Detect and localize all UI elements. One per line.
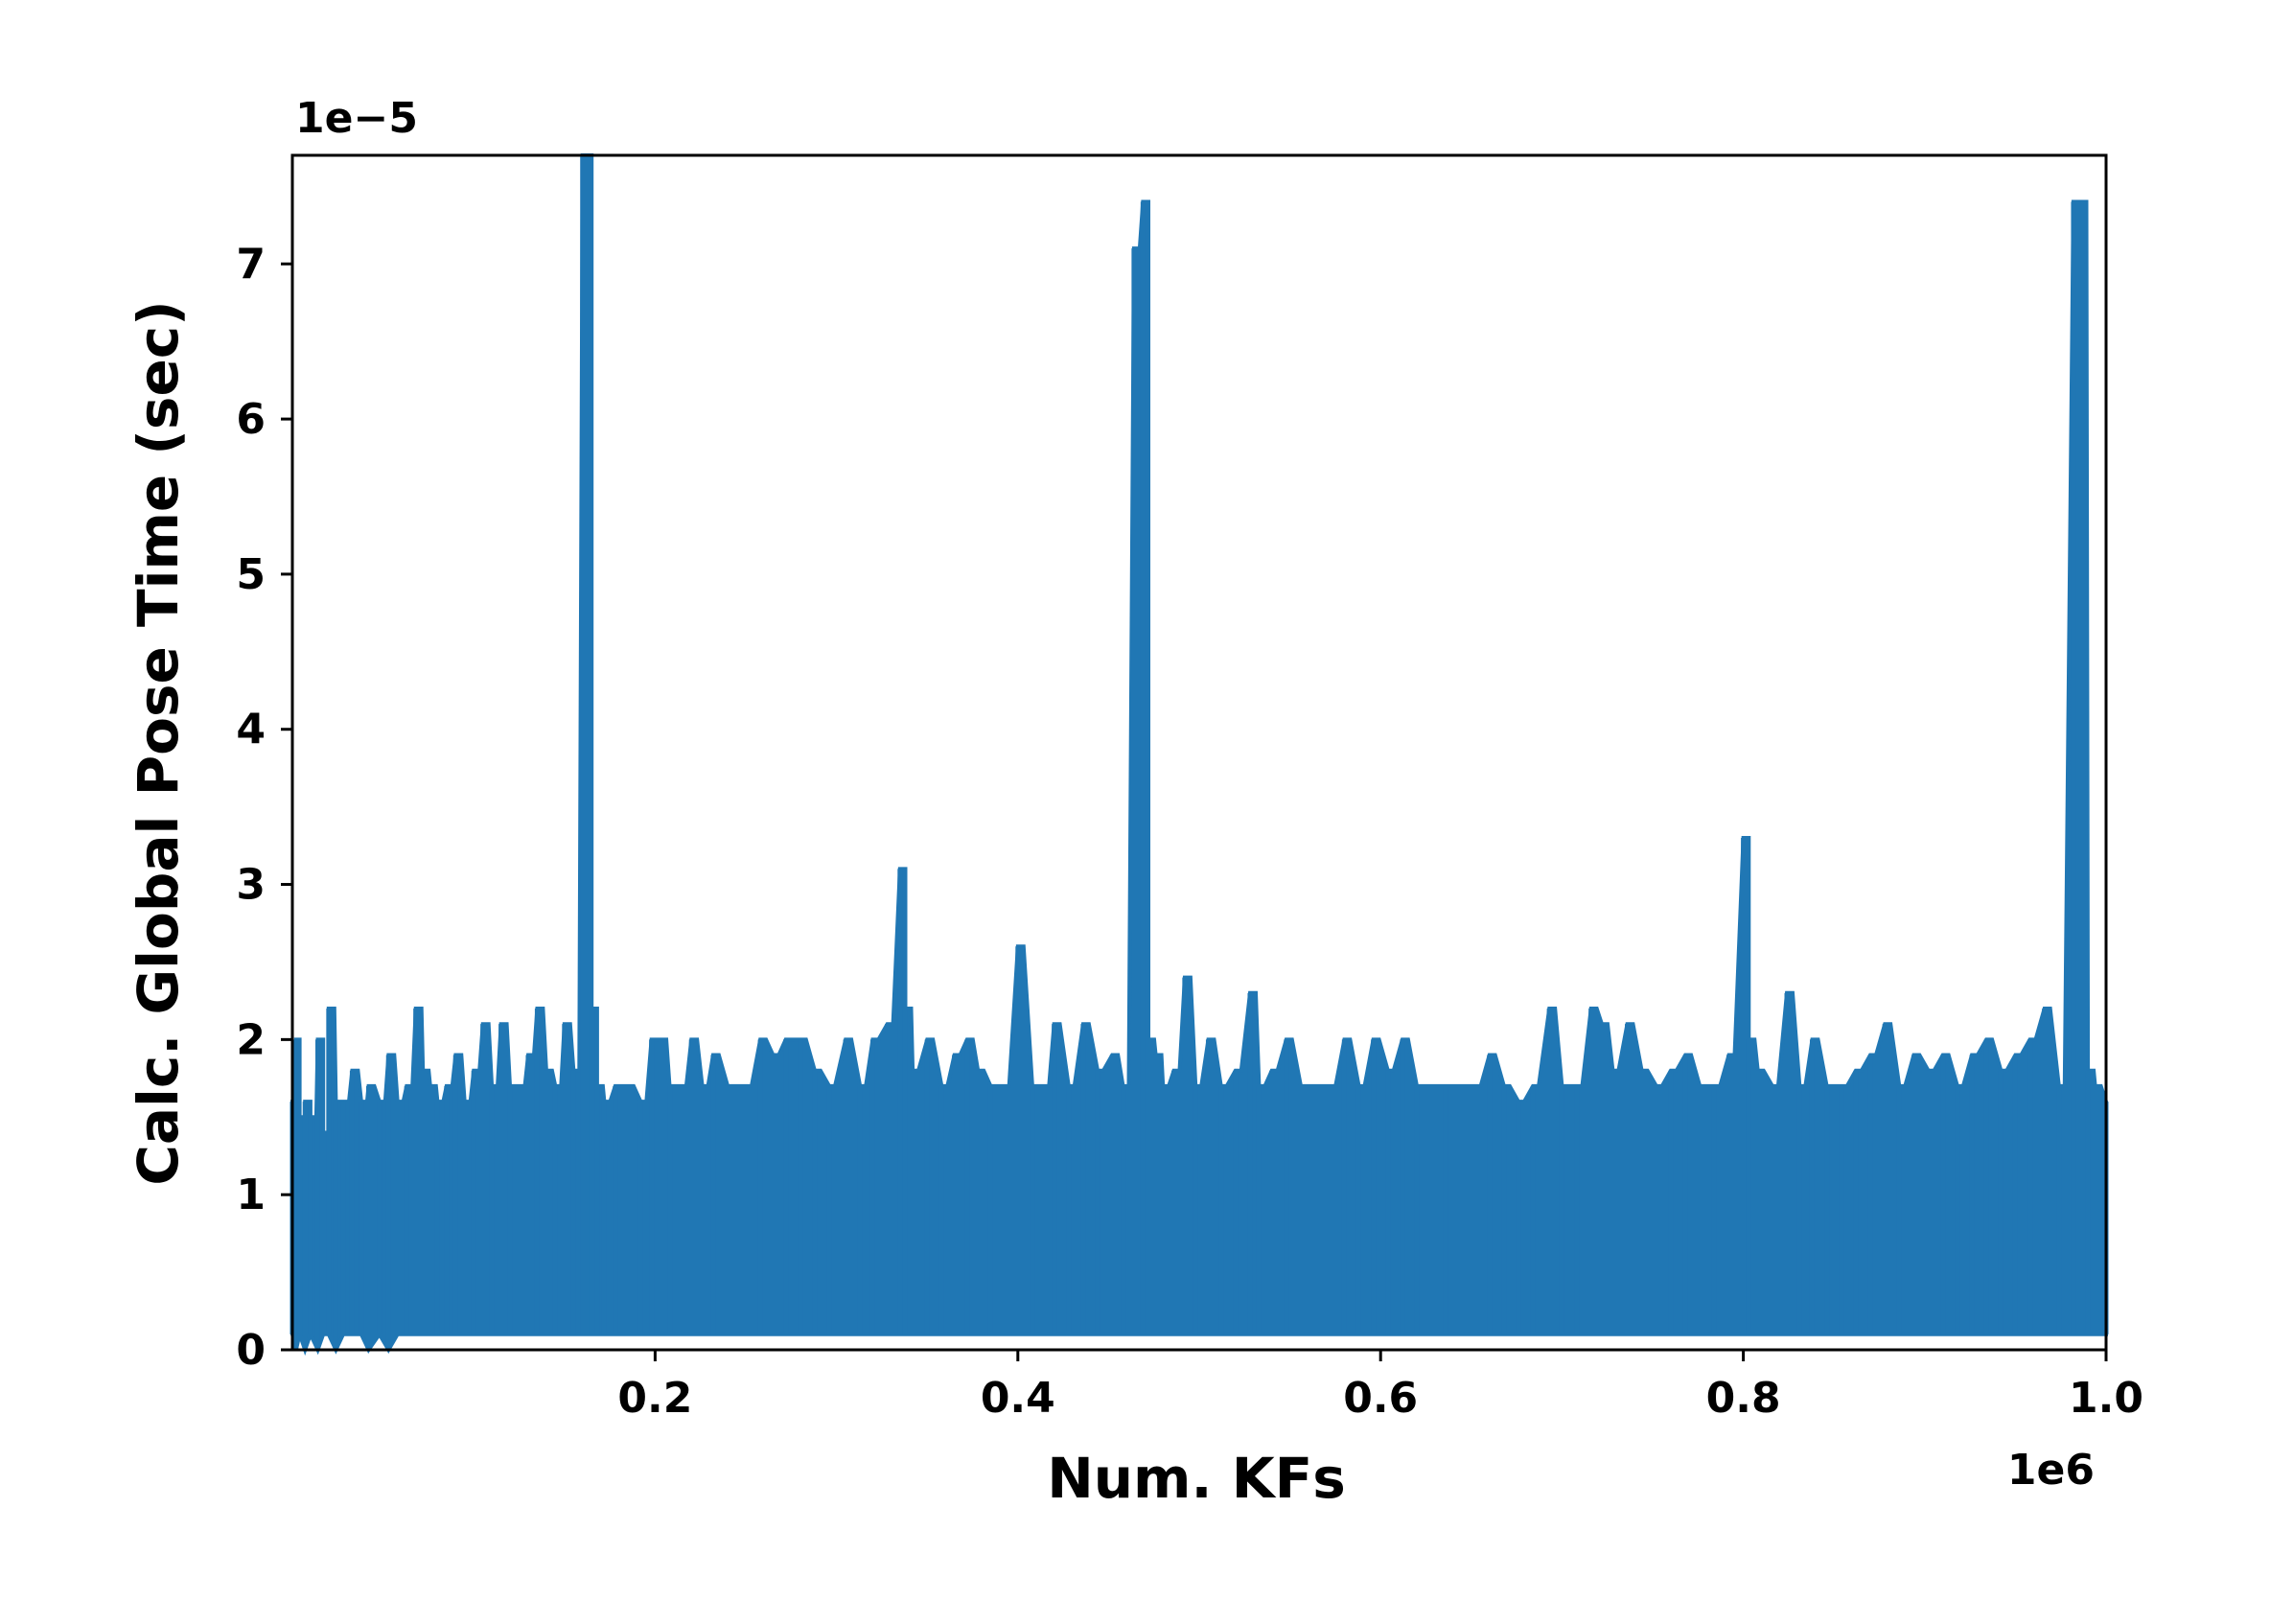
y-tick-label: 1 bbox=[236, 1171, 266, 1219]
x-axis-offset-label: 1e6 bbox=[2007, 1446, 2095, 1495]
x-tick-label: 0.2 bbox=[617, 1374, 692, 1423]
x-tick-label: 1.0 bbox=[2069, 1374, 2143, 1423]
y-axis-ticks: 0 1 2 3 4 5 6 7 bbox=[236, 240, 292, 1375]
x-tick-label: 0.8 bbox=[1706, 1374, 1781, 1423]
x-tick-label: 0.4 bbox=[981, 1374, 1055, 1423]
y-tick-label: 5 bbox=[236, 550, 266, 599]
y-axis-offset-label: 1e−5 bbox=[295, 94, 418, 143]
x-tick-label: 0.6 bbox=[1343, 1374, 1418, 1423]
y-tick-label: 4 bbox=[236, 706, 266, 754]
y-tick-label: 7 bbox=[236, 240, 266, 289]
y-tick-label: 3 bbox=[236, 861, 266, 910]
y-tick-label: 6 bbox=[236, 395, 266, 444]
x-axis-ticks: 0.2 0.4 0.6 0.8 1.0 bbox=[617, 1350, 2143, 1423]
axes-frame bbox=[290, 153, 2108, 1352]
y-tick-label: 0 bbox=[236, 1326, 266, 1375]
y-tick-label: 2 bbox=[236, 1015, 266, 1064]
plot-area bbox=[290, 153, 2109, 1357]
y-axis-label: Calc. Global Pose Time (sec) bbox=[126, 300, 191, 1185]
x-axis-label: Num. KFs bbox=[1047, 1446, 1346, 1511]
